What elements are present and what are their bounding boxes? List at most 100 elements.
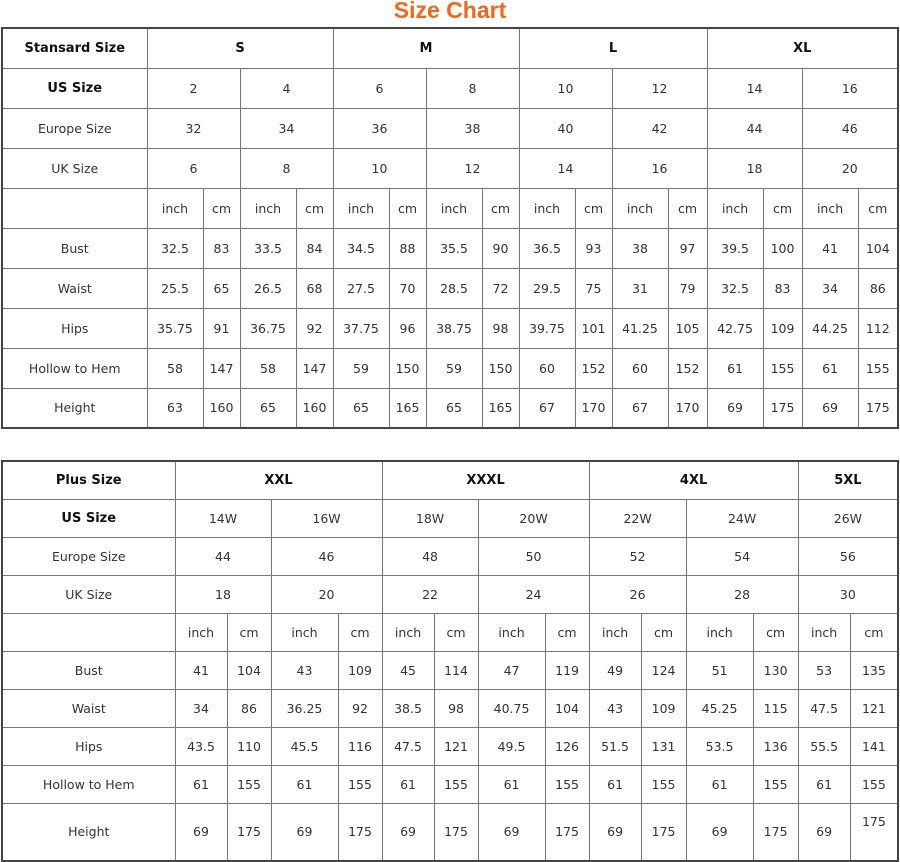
unit-cm-label: cm xyxy=(667,187,708,229)
measurement-value: 31 xyxy=(611,267,669,309)
uk-size-cell: 28 xyxy=(685,574,799,614)
uk-size-label: UK Size xyxy=(1,574,176,614)
us-size-cell: 18W xyxy=(381,498,479,538)
measurement-value: 90 xyxy=(481,227,520,269)
measurement-value: 35.75 xyxy=(146,307,204,349)
unit-inch-label: inch xyxy=(518,187,576,229)
us-size-cell: 8 xyxy=(425,67,520,109)
measurement-value: 88 xyxy=(388,227,427,269)
measurement-value: 69 xyxy=(270,802,339,862)
measurement-value: 60 xyxy=(518,347,576,389)
us-size-label: US Size xyxy=(1,498,176,538)
unit-inch-label: inch xyxy=(801,187,859,229)
measurement-value: 104 xyxy=(857,227,899,269)
measurement-value: 44.25 xyxy=(801,307,859,349)
size-group-header: L xyxy=(518,27,708,69)
measurement-value: 43 xyxy=(270,650,339,690)
measurement-value: 126 xyxy=(544,726,590,766)
measurement-value: 38.75 xyxy=(425,307,483,349)
europe-size-cell: 44 xyxy=(706,107,803,149)
measurement-value: 58 xyxy=(239,347,297,389)
standard-size-table: Stansard Size S M L XL US Size 2 4 6 8 10 12 14 16 Eur… xyxy=(1,27,900,429)
unit-row: inch cm inch cm inch cm inch cm inch cm inch cm inch… xyxy=(1,187,899,229)
measurement-label: Height xyxy=(1,387,148,429)
measurement-value: 39.75 xyxy=(518,307,576,349)
measurement-value: 96 xyxy=(388,307,427,349)
us-size-cell: 16W xyxy=(270,498,383,538)
unit-row: inch cm inch cm inch cm inch cm inch cm inch cm inch… xyxy=(1,612,899,652)
unit-cm-label: cm xyxy=(226,612,272,652)
measurement-value: 55.5 xyxy=(797,726,851,766)
uk-size-cell: 26 xyxy=(588,574,687,614)
measurement-value: 42.75 xyxy=(706,307,764,349)
measurement-value: 83 xyxy=(202,227,241,269)
uk-size-cell: 12 xyxy=(425,147,520,189)
measurement-value: 93 xyxy=(574,227,613,269)
measurement-value: 124 xyxy=(640,650,687,690)
measurement-value: 69 xyxy=(797,802,851,862)
us-size-cell: 26W xyxy=(797,498,899,538)
unit-inch-label: inch xyxy=(425,187,483,229)
measurement-value: 170 xyxy=(667,387,708,429)
measurement-value: 175 xyxy=(849,802,899,862)
measurement-value: 47 xyxy=(477,650,546,690)
measurement-value: 45.25 xyxy=(685,688,754,728)
uk-size-cell: 18 xyxy=(174,574,272,614)
plus-size-table: Plus Size XXL XXXL 4XL 5XL US Size 14W 16W 18W 20… xyxy=(1,460,900,862)
measurement-row: Hips 43.5 110 45.5 116 47.5 121 49.5 126 51.5 131 5… xyxy=(1,726,899,766)
measurement-value: 131 xyxy=(640,726,687,766)
measurement-value: 175 xyxy=(226,802,272,862)
measurement-value: 115 xyxy=(752,688,799,728)
measurement-value: 165 xyxy=(481,387,520,429)
us-size-cell: 14 xyxy=(706,67,803,109)
us-size-cell: 20W xyxy=(477,498,590,538)
measurement-value: 61 xyxy=(174,764,228,804)
measurement-value: 104 xyxy=(544,688,590,728)
measurement-value: 69 xyxy=(477,802,546,862)
measurement-value: 175 xyxy=(857,387,899,429)
measurement-value: 70 xyxy=(388,267,427,309)
measurement-value: 61 xyxy=(270,764,339,804)
measurement-label: Hips xyxy=(1,726,176,766)
size-group-header: M xyxy=(332,27,520,69)
measurement-value: 104 xyxy=(226,650,272,690)
measurement-value: 47.5 xyxy=(797,688,851,728)
measurement-value: 65 xyxy=(332,387,390,429)
measurement-value: 152 xyxy=(667,347,708,389)
unit-inch-label: inch xyxy=(381,612,435,652)
europe-size-cell: 38 xyxy=(425,107,520,149)
measurement-row: Height 63 160 65 160 65 165 65 165 67 170 67 170 69 17… xyxy=(1,387,899,429)
size-group-header: XL xyxy=(706,27,899,69)
us-size-row: US Size 14W 16W 18W 20W 22W 24W 26W xyxy=(1,498,899,538)
measurement-value: 34 xyxy=(801,267,859,309)
europe-size-cell: 36 xyxy=(332,107,427,149)
measurement-value: 152 xyxy=(574,347,613,389)
europe-size-cell: 46 xyxy=(270,536,383,576)
us-size-cell: 2 xyxy=(146,67,241,109)
us-size-cell: 24W xyxy=(685,498,799,538)
measurement-value: 98 xyxy=(433,688,479,728)
measurement-value: 155 xyxy=(433,764,479,804)
unit-inch-label: inch xyxy=(332,187,390,229)
measurement-label: Bust xyxy=(1,650,176,690)
unit-cm-label: cm xyxy=(433,612,479,652)
us-size-cell: 14W xyxy=(174,498,272,538)
measurement-value: 110 xyxy=(226,726,272,766)
measurement-value: 37.75 xyxy=(332,307,390,349)
measurement-value: 36.75 xyxy=(239,307,297,349)
europe-size-cell: 34 xyxy=(239,107,334,149)
measurement-value: 69 xyxy=(381,802,435,862)
measurement-value: 61 xyxy=(797,764,851,804)
unit-inch-label: inch xyxy=(146,187,204,229)
measurement-row: Hips 35.75 91 36.75 92 37.75 96 38.75 98 39.75 101… xyxy=(1,307,899,349)
unit-inch-label: inch xyxy=(239,187,297,229)
measurement-value: 155 xyxy=(857,347,899,389)
measurement-value: 41 xyxy=(174,650,228,690)
measurement-value: 43.5 xyxy=(174,726,228,766)
measurement-value: 109 xyxy=(762,307,803,349)
measurement-value: 170 xyxy=(574,387,613,429)
unit-cm-label: cm xyxy=(544,612,590,652)
europe-size-cell: 52 xyxy=(588,536,687,576)
measurement-value: 27.5 xyxy=(332,267,390,309)
europe-size-cell: 40 xyxy=(518,107,613,149)
